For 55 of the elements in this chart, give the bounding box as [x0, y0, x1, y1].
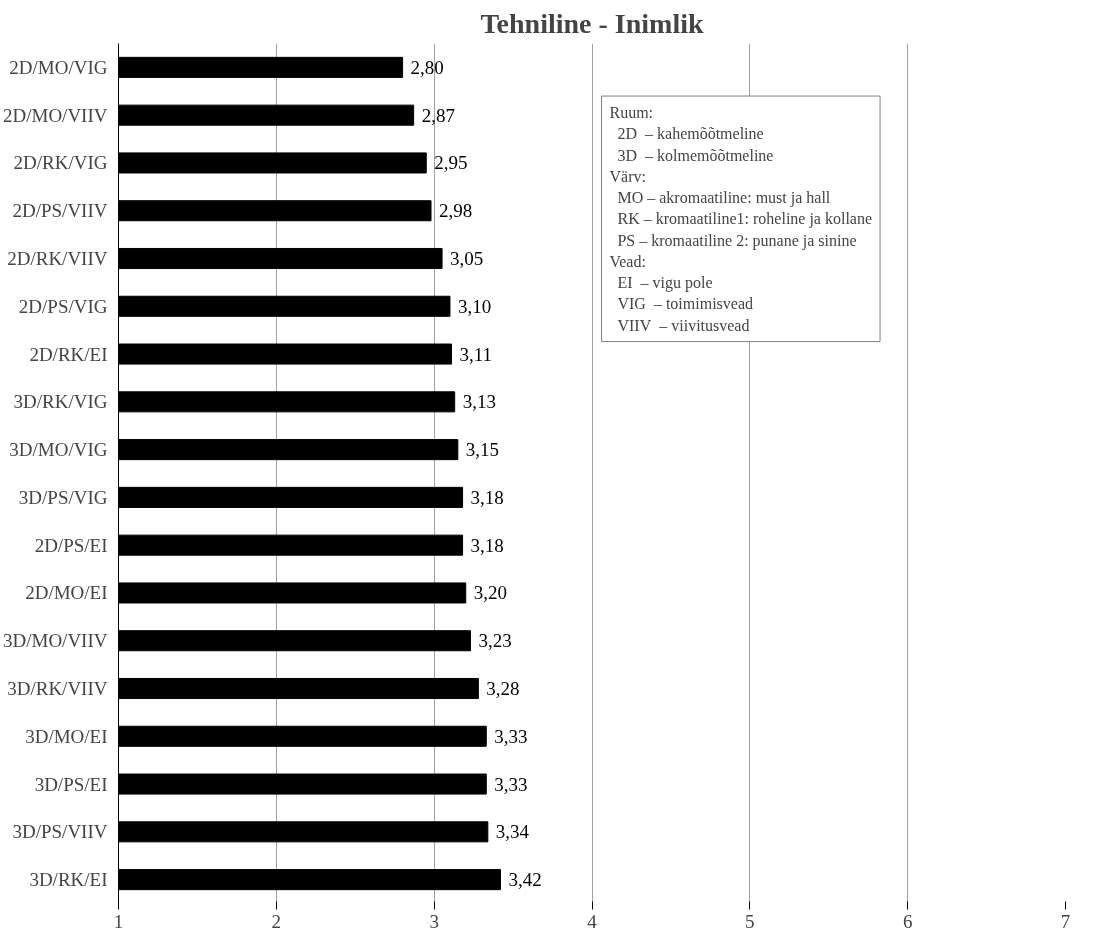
data-label: 3,18 [470, 534, 504, 556]
annotation: PS – kromaatiline 2: punane ja sinine [609, 231, 857, 250]
y-tick-label: 3D/PS/EI [34, 773, 108, 795]
x-tick-label: 4 [587, 910, 598, 932]
data-label: 3,05 [450, 248, 484, 269]
y-tick-label: 2D/PS/VIIV [12, 200, 108, 222]
annotation: EI – vigu pole [609, 274, 713, 293]
x-tick-label: 7 [1060, 910, 1071, 932]
y-tick-label: 2D/MO/EI [25, 582, 108, 604]
data-label: 3,18 [470, 486, 504, 508]
data-label: 3,10 [457, 295, 492, 317]
x-tick-label: 2 [271, 910, 282, 932]
y-tick-label: 3D/RK/VIG [13, 391, 108, 413]
y-tick-label: 2D/RK/VIIV [7, 248, 108, 269]
y-tick-label: 2D/MO/VIIV [3, 104, 108, 126]
data-label: 3,33 [494, 773, 528, 795]
x-tick-label: 3 [429, 910, 439, 932]
data-label: 3,15 [465, 439, 500, 461]
x-tick-label: 6 [902, 910, 913, 932]
annotation: VIG – toimimisvead [609, 295, 754, 313]
y-tick-label: 3D/PS/VIIV [12, 821, 108, 843]
data-label: 3,23 [478, 630, 512, 652]
data-label: 2,95 [434, 152, 468, 174]
y-tick-label: 2D/PS/EI [34, 534, 108, 556]
data-label: 3,34 [495, 821, 530, 843]
data-label: 2,80 [410, 56, 444, 78]
annotation: Ruum: [609, 104, 654, 122]
data-label: 2,98 [439, 200, 473, 222]
y-tick-label: 2D/RK/EI [29, 343, 108, 365]
y-tick-label: 2D/PS/VIG [18, 295, 108, 317]
data-label: 3,42 [508, 869, 542, 891]
x-tick-label: 5 [745, 910, 755, 932]
annotation: RK – kromaatiline1: roheline ja kollane [609, 210, 873, 229]
annotation: VIIV – viivitusvead [609, 316, 750, 334]
data-label: 2,87 [421, 104, 455, 126]
chart-title: Tehniline - Inimlik [480, 7, 704, 39]
annotation: MO – akromaatiline: must ja hall [609, 189, 831, 208]
x-tick-label: 1 [113, 910, 124, 932]
y-tick-label: 3D/RK/EI [29, 869, 108, 891]
y-tick-label: 3D/MO/VIIV [3, 630, 108, 652]
annotation: Värv: [609, 167, 646, 185]
y-tick-label: 3D/MO/VIG [9, 439, 108, 461]
y-tick-label: 2D/MO/VIG [9, 56, 108, 78]
data-label: 3,20 [473, 582, 507, 604]
y-tick-label: 3D/MO/EI [25, 725, 108, 747]
data-label: 3,11 [459, 343, 493, 365]
annotation: Vead: [609, 252, 646, 270]
data-label: 3,13 [462, 391, 496, 413]
annotation: 3D – kolmemõõtmeline [609, 146, 774, 164]
data-label: 3,28 [486, 678, 520, 699]
y-tick-label: 2D/RK/VIG [13, 152, 108, 174]
annotation: 2D – kahemõõtmeline [609, 125, 764, 143]
y-tick-label: 3D/RK/VIIV [7, 678, 108, 699]
data-label: 3,33 [494, 725, 528, 747]
y-tick-label: 3D/PS/VIG [18, 486, 108, 508]
